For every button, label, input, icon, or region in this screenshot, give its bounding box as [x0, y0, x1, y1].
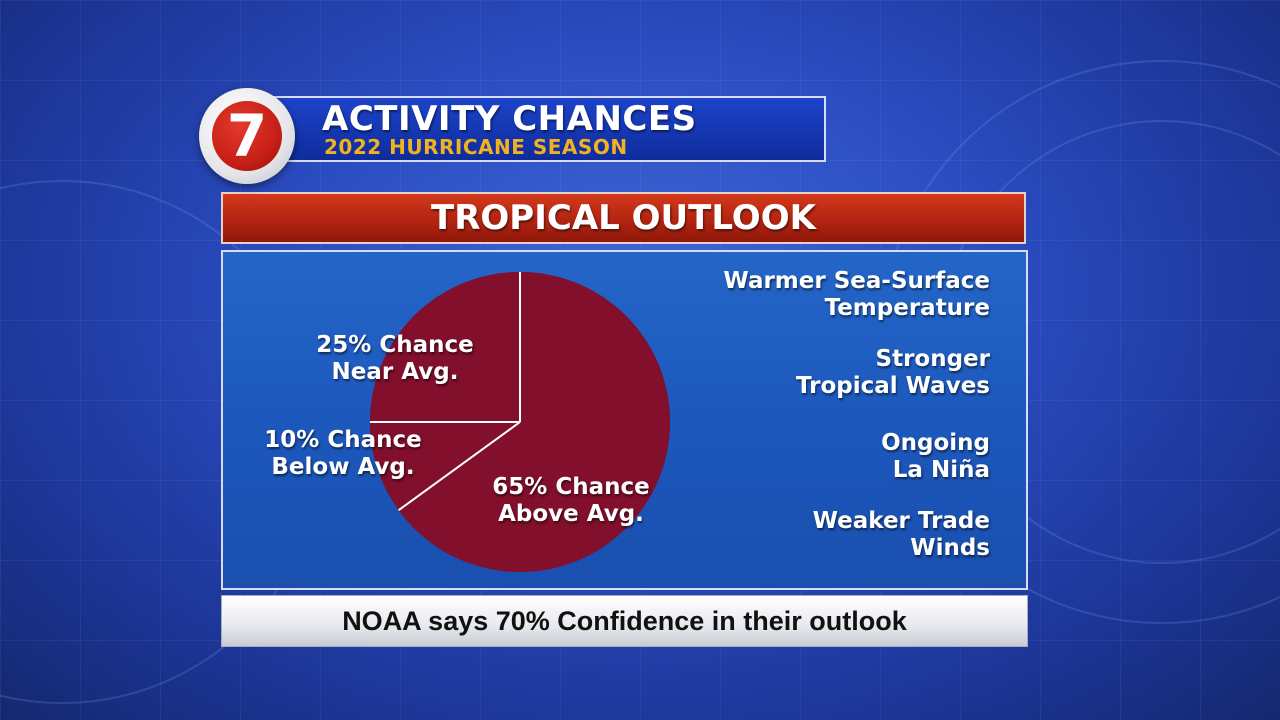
pie-label-line: Above Avg.	[498, 501, 644, 527]
footer-bar: NOAA says 70% Confidence in their outloo…	[221, 595, 1028, 647]
factor-item: Stronger Tropical Waves	[795, 346, 990, 399]
header-title: ACTIVITY CHANCES	[322, 99, 697, 139]
pie-label-line: Near Avg.	[331, 359, 459, 385]
pie-slice-above-avg	[398, 272, 670, 572]
pie-dividers	[370, 272, 521, 511]
pie-label-below-avg: 10% Chance Below Avg.	[231, 427, 455, 481]
header-subtitle: 2022 HURRICANE SEASON	[324, 135, 628, 159]
pie-slices	[370, 272, 670, 572]
factor-item: Ongoing La Niña	[881, 430, 990, 483]
header-banner: ACTIVITY CHANCES 2022 HURRICANE SEASON	[270, 96, 826, 162]
pie-label-line: 65% Chance	[492, 474, 650, 500]
pie-label-line: 10% Chance	[264, 427, 422, 453]
pie-label-line: Below Avg.	[271, 454, 415, 480]
pie-chart	[370, 272, 670, 572]
footer-text: NOAA says 70% Confidence in their outloo…	[342, 606, 907, 636]
outlook-title: TROPICAL OUTLOOK	[431, 198, 816, 238]
station-logo: 7	[199, 88, 295, 184]
station-logo-text: 7	[226, 102, 268, 170]
pie-divider	[398, 421, 521, 511]
factor-item: Warmer Sea-Surface Temperature	[723, 268, 990, 321]
pie-slice-near-avg	[370, 272, 520, 422]
main-panel: 25% Chance Near Avg. 10% Chance Below Av…	[221, 250, 1028, 590]
pie-label-line: 25% Chance	[316, 332, 474, 358]
pie-label-near-avg: 25% Chance Near Avg.	[275, 332, 515, 386]
factor-item: Weaker Trade Winds	[812, 508, 990, 561]
pie-slice-below-avg	[370, 422, 520, 511]
pie-label-above-avg: 65% Chance Above Avg.	[459, 474, 683, 528]
station-logo-inner: 7	[212, 101, 282, 171]
outlook-bar: TROPICAL OUTLOOK	[221, 192, 1026, 244]
